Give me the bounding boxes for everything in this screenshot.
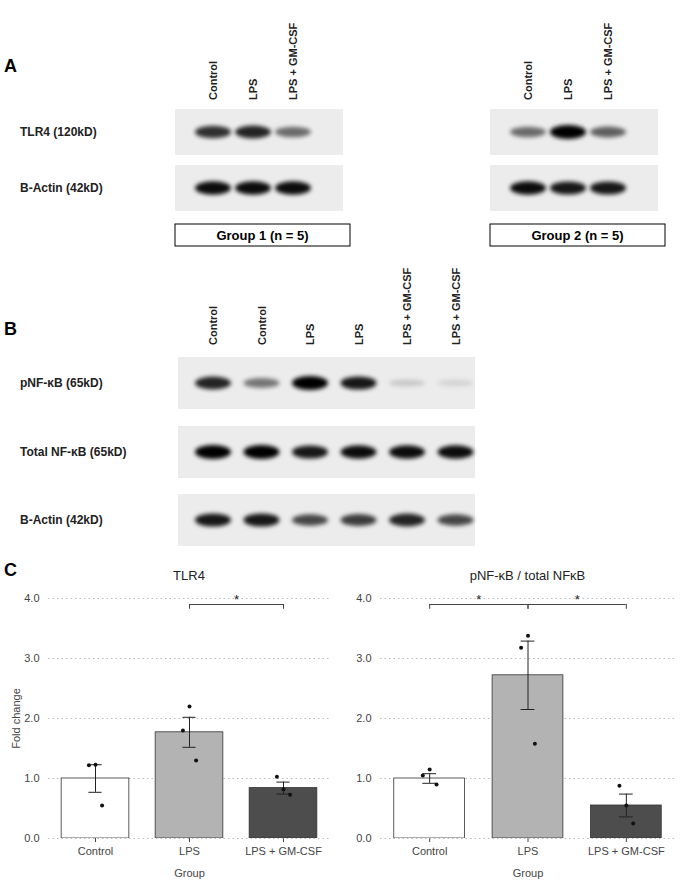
svg-text:LPS: LPS xyxy=(353,324,365,345)
svg-text:TLR4 (120kD): TLR4 (120kD) xyxy=(20,125,97,139)
svg-text:Group: Group xyxy=(174,867,205,879)
svg-text:3.0: 3.0 xyxy=(24,652,39,664)
svg-text:LPS: LPS xyxy=(179,845,200,857)
svg-text:2.0: 2.0 xyxy=(356,712,371,724)
svg-text:Control: Control xyxy=(207,306,219,345)
svg-text:*: * xyxy=(476,592,481,607)
svg-text:2.0: 2.0 xyxy=(24,712,39,724)
svg-text:1.0: 1.0 xyxy=(24,772,39,784)
svg-text:B-Actin (42kD): B-Actin (42kD) xyxy=(20,513,103,527)
svg-text:pNF-κB (65kD): pNF-κB (65kD) xyxy=(20,376,103,390)
svg-text:0.0: 0.0 xyxy=(356,832,371,844)
svg-text:LPS + GM-CSF: LPS + GM-CSF xyxy=(401,267,413,345)
svg-text:LPS: LPS xyxy=(518,845,539,857)
svg-text:Control: Control xyxy=(522,61,534,100)
svg-text:A: A xyxy=(4,56,17,76)
svg-text:LPS + GM-CSF: LPS + GM-CSF xyxy=(450,267,462,345)
svg-text:Group: Group xyxy=(513,867,544,879)
svg-text:Control: Control xyxy=(78,845,113,857)
svg-text:3.0: 3.0 xyxy=(356,652,371,664)
html-text:TLR4: TLR4 xyxy=(173,568,205,583)
svg-text:*: * xyxy=(575,592,580,607)
svg-text:LPS + GM-CSF: LPS + GM-CSF xyxy=(588,845,665,857)
svg-text:Control: Control xyxy=(207,61,219,100)
svg-text:B: B xyxy=(4,319,17,339)
svg-text:*: * xyxy=(234,592,239,607)
svg-text:Control: Control xyxy=(412,845,447,857)
svg-text:1.0: 1.0 xyxy=(356,772,371,784)
svg-text:Fold change: Fold change xyxy=(10,688,22,749)
svg-text:Group 2 (n = 5): Group 2 (n = 5) xyxy=(531,228,623,243)
svg-text:LPS + GM-CSF: LPS + GM-CSF xyxy=(245,845,322,857)
svg-text:B-Actin (42kD): B-Actin (42kD) xyxy=(20,181,103,195)
svg-text:Group 1 (n = 5): Group 1 (n = 5) xyxy=(216,228,308,243)
html-text:C: C xyxy=(4,560,17,580)
svg-text:LPS + GM-CSF: LPS + GM-CSF xyxy=(602,22,614,100)
svg-text:4.0: 4.0 xyxy=(356,592,371,604)
svg-text:LPS: LPS xyxy=(304,324,316,345)
svg-text:4.0: 4.0 xyxy=(24,592,39,604)
svg-text:Total NF-κB (65kD): Total NF-κB (65kD) xyxy=(20,445,126,459)
svg-text:Control: Control xyxy=(256,306,268,345)
svg-text:LPS: LPS xyxy=(247,79,259,100)
html-text:pNF-κB / total NFκB: pNF-κB / total NFκB xyxy=(469,568,586,583)
svg-text:LPS: LPS xyxy=(562,79,574,100)
svg-text:LPS + GM-CSF: LPS + GM-CSF xyxy=(287,22,299,100)
svg-text:0.0: 0.0 xyxy=(24,832,39,844)
